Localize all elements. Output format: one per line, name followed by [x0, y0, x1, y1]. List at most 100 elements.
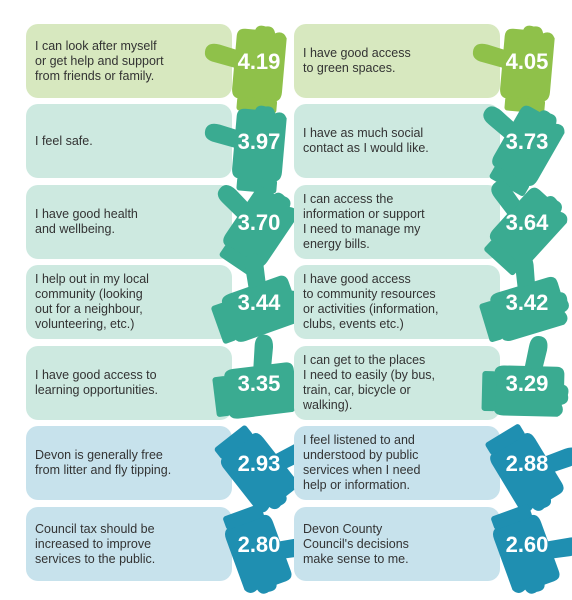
thumb-digit: [253, 334, 273, 369]
statement-line: I need to manage my: [303, 222, 421, 236]
rating-card: I have as much social contact as I would …: [294, 104, 565, 197]
thumb-cuff: [223, 504, 264, 530]
thumb-digit: [543, 447, 572, 473]
statement-pill: [26, 426, 232, 500]
rating-card: I can get to the places I need to easily …: [294, 336, 569, 420]
statement-line: or get help and support: [35, 53, 164, 68]
statement-pill: [26, 104, 232, 178]
statement-line: make sense to me.: [303, 551, 409, 566]
statement-line: train, car, bicycle or: [303, 383, 411, 397]
thumb-cuff: [504, 96, 546, 114]
thumb-cuff: [211, 302, 237, 344]
thumb-digit: [514, 253, 535, 289]
thumb-icon: [211, 253, 301, 344]
thumb-fist: [232, 105, 287, 182]
statement-text: I feel listened to and understood by publ…: [303, 426, 493, 500]
statement-line: increased to improve: [35, 536, 152, 551]
statement-line: I have good access: [303, 46, 411, 60]
statement-line: understood by public: [303, 448, 419, 462]
statement-text: I help out in my local community (looking…: [35, 265, 225, 339]
statement-line: or activities (information,: [303, 302, 439, 316]
statement-text: I have as much social contact as I would …: [303, 104, 493, 178]
thumb-digit: [483, 106, 515, 139]
rating-card: I help out in my local community (looking…: [26, 253, 301, 344]
statement-pill: [26, 24, 232, 98]
score-label: 4.05: [505, 49, 549, 74]
statement-pill: [294, 185, 500, 259]
score-label: 3.64: [505, 210, 549, 235]
statement-line: I can get to the places: [303, 353, 426, 367]
thumb-digit: [524, 336, 548, 369]
statement-line: information or support: [303, 207, 425, 221]
statement-line: volunteering, etc.): [35, 317, 135, 331]
thumb-cuff: [484, 240, 521, 276]
statement-line: community (looking: [35, 287, 143, 301]
statement-text: Devon is generally free from litter and f…: [35, 426, 225, 500]
thumb-cuff: [489, 166, 530, 197]
score-label: 2.93: [237, 451, 281, 476]
rating-card: I feel safe. 3.97: [26, 104, 296, 194]
statement-pill: [294, 346, 500, 420]
statement-text: I feel safe.: [35, 104, 225, 178]
statement-pill: [294, 426, 500, 500]
statement-text: I have good access to community resources…: [303, 265, 493, 339]
score-label: 3.70: [237, 210, 281, 235]
rating-card: I can look after myself or get help and s…: [26, 24, 296, 114]
rating-card: I have good health and wellbeing. 3.70: [26, 185, 298, 277]
statement-line: out for a neighbour,: [35, 302, 143, 316]
thumb-digit: [204, 43, 238, 69]
thumb-icon: [485, 424, 572, 513]
thumb-fist: [220, 433, 298, 513]
statement-pill: [26, 346, 232, 420]
thumb-fist: [221, 275, 301, 342]
thumb-fist: [223, 186, 298, 268]
rating-card: I have good access to green spaces. 4.05: [294, 24, 564, 114]
statement-line: to green spaces.: [303, 61, 396, 75]
statement-pill: [26, 185, 232, 259]
statement-line: clubs, events etc.): [303, 317, 404, 331]
statement-line: I help out in my local: [35, 272, 149, 286]
thumb-fist: [492, 105, 565, 186]
statement-pill: [294, 24, 500, 98]
statement-text: Devon County Council's decisions make sens…: [303, 507, 493, 581]
thumb-icon: [212, 334, 301, 419]
statement-line: I feel listened to and: [303, 433, 415, 447]
thumb-fist: [489, 187, 568, 268]
score-label: 3.42: [505, 290, 549, 315]
thumb-fist: [225, 514, 292, 594]
thumb-cuff: [491, 504, 532, 530]
thumb-cuff: [479, 301, 503, 343]
rating-card: I have good access to community resources…: [294, 253, 569, 343]
statement-line: services when I need: [303, 463, 421, 477]
statement-line: from litter and fly tipping.: [35, 463, 172, 477]
thumb-digit: [244, 253, 266, 289]
statement-line: I need to easily (by bus,: [303, 368, 436, 382]
thumb-fist: [493, 514, 560, 594]
thumb-digit: [204, 123, 238, 149]
thumb-cuff: [214, 425, 253, 459]
statement-line: contact as I would like.: [303, 141, 429, 155]
rating-card: Devon is generally free from litter and f…: [26, 425, 310, 513]
statement-pill: [294, 265, 500, 339]
score-label: 3.73: [505, 129, 549, 154]
rating-card: Council tax should be increased to improv…: [26, 504, 314, 594]
thumb-cuff: [485, 424, 525, 455]
rating-card: Devon County Council's decisions make sens…: [294, 504, 572, 594]
score-label: 2.80: [237, 532, 281, 557]
thumb-digit: [472, 43, 506, 69]
statement-line: walking).: [303, 398, 353, 412]
statement-pill: [294, 507, 500, 581]
statement-line: energy bills.: [303, 237, 370, 251]
thumb-fist: [232, 25, 287, 102]
statement-line: I have as much social: [303, 126, 424, 140]
statement-line: I feel safe.: [35, 133, 93, 148]
thumb-fist: [493, 365, 569, 417]
statement-text: I have good access to learning opportunit…: [35, 346, 225, 420]
statement-line: learning opportunities.: [35, 383, 158, 397]
thumb-icon: [491, 504, 572, 594]
statement-text: I can get to the places I need to easily …: [303, 346, 493, 420]
statement-line: I have good access to: [35, 368, 157, 382]
rating-card: I feel listened to and understood by publ…: [294, 424, 572, 513]
statement-pill: [26, 265, 232, 339]
